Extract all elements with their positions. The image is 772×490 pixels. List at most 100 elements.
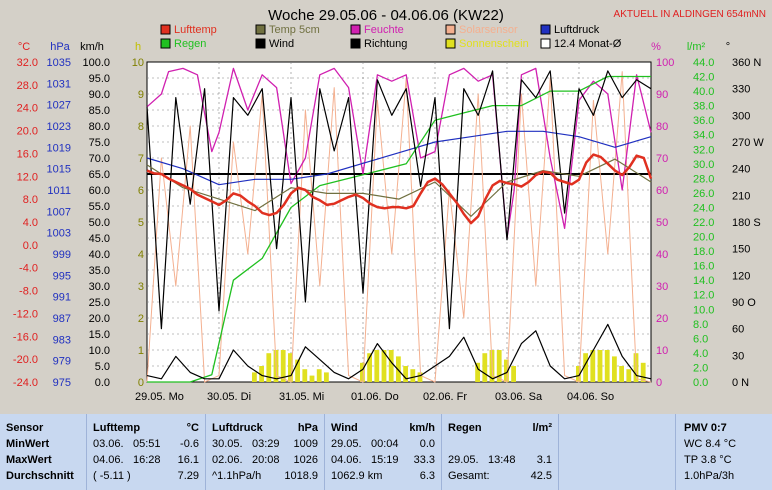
sunshine-bar [396,356,401,382]
luftdruck-avg-value: 1018.9 [284,470,318,482]
sunshine-bar [360,362,365,382]
lufttemp-unit: °C [186,422,199,434]
wind-max-time: 15:19 [371,454,399,466]
luftdruck-min-date: 30.05. [212,438,243,450]
pmv-pressure-trend: 1.0hPa/3h [684,470,735,482]
axis-tick-rain: 20.0 [693,232,714,244]
axis-tick-wind: 10.0 [89,345,110,357]
legend-label: Feuchte [364,24,404,36]
axis-tick-pressure: 1031 [47,78,71,90]
sunshine-bar [496,350,502,382]
series-line-wind [146,323,652,380]
axis-tick-humidity: 0 [656,377,662,389]
col-sensor: Sensor MinWert MaxWert Durchschnitt [0,414,87,490]
legend-label: Regen [174,38,206,50]
axis-tick-rain: 12.0 [693,290,714,302]
lufttemp-min-time: 05:51 [133,438,161,450]
lufttemp-avg-value: 7.29 [177,470,199,482]
axis-tick-temp: 12.0 [17,171,38,183]
axis-tick-humidity: 40 [656,249,668,261]
axis-tick-rain: 0.0 [693,377,708,389]
axis-tick-pressure: 999 [53,249,71,261]
axis-tick-pressure: 1011 [47,185,71,197]
axis-tick-sun: 6 [138,185,144,197]
unit-humidity: % [651,41,661,53]
axis-tick-rain: 42.0 [693,72,714,84]
sunshine-bar [597,350,603,382]
wind-max-date: 04.06. [331,454,362,466]
axis-tick-pressure: 1003 [47,228,71,240]
axis-tick-rain: 44.0 [693,57,714,69]
axis-tick-rain: 16.0 [693,261,714,273]
axis-tick-wind: 15.0 [89,329,110,341]
axis-tick-pressure: 1007 [47,206,71,218]
col-lufttemp: Lufttemp °C 03.06. 05:51 -0.6 04.06. 16:… [87,414,206,490]
axis-tick-rain: 6.0 [693,333,708,345]
unit-rain: l/m² [687,41,706,53]
sunshine-bar [374,350,380,382]
axis-tick-temp: -24.0 [13,377,38,389]
legend-swatch [540,24,551,35]
axis-tick-direction: 330 [732,84,750,96]
axis-tick-pressure: 1035 [47,57,71,69]
axis-tick-rain: 34.0 [693,130,714,142]
sunshine-bar [324,372,329,382]
axis-tick-rain: 40.0 [693,86,714,98]
x-tick-label: 03.06. Sa [495,391,543,403]
sunshine-bar [590,350,596,382]
legend-label: 12.4 Monat-Ø [554,38,622,50]
sunshine-bar [288,353,293,382]
location-banner: AKTUELL IN ALDINGEN 654mNN [614,9,766,20]
pmv-windchill: WC 8.4 °C [684,438,737,450]
axis-tick-humidity: 20 [656,313,668,325]
pmv-dewpoint: TP 3.8 °C [684,454,732,466]
axis-tick-pressure: 991 [53,292,71,304]
col-regen: Regen l/m² 29.05. 13:48 3.1 Gesamt: 42.5 [442,414,559,490]
series-line-lufttemp [146,153,653,225]
axis-tick-pressure: 979 [53,356,71,368]
sunshine-bar [640,362,646,382]
axis-tick-rain: 4.0 [693,348,708,360]
axis-tick-pressure: 983 [53,334,71,346]
axis-tick-temp: 4.0 [23,217,38,229]
axis-tick-wind: 75.0 [89,137,110,149]
axis-tick-humidity: 80 [656,121,668,133]
col-pmv: PMV 0:7 WC 8.4 °C TP 3.8 °C 1.0hPa/3h [676,414,772,490]
axis-tick-wind: 55.0 [89,201,110,213]
legend-label: Solarsensor [459,24,518,36]
axis-tick-direction: 0 N [732,377,749,389]
legend-swatch [445,24,456,35]
legend-label: Lufttemp [174,24,217,36]
sunshine-bar [381,350,387,382]
axis-tick-rain: 8.0 [693,319,708,331]
sunshine-bar [309,375,315,382]
axis-tick-humidity: 30 [656,281,668,293]
lufttemp-min-date: 03.06. [93,438,124,450]
axis-tick-wind: 80.0 [89,121,110,133]
sunshine-bar [316,369,322,382]
axis-tick-direction: 300 [732,110,750,122]
axis-tick-direction: 180 S [732,217,761,229]
sunshine-bar [388,350,394,382]
lufttemp-max-time: 16:28 [133,454,161,466]
axis-tick-direction: 150 [732,244,750,256]
lufttemp-max-date: 04.06. [93,454,124,466]
legend-swatch [445,38,456,49]
lufttemp-min-value: -0.6 [180,438,199,450]
axis-tick-pressure: 1027 [47,100,71,112]
legend-label: Richtung [364,38,407,50]
sunshine-bar [511,366,516,382]
col-wind: Wind km/h 29.05. 00:04 0.0 04.06. 15:19 … [325,414,442,490]
series-line-temp-5cm [146,158,652,217]
axis-tick-wind: 45.0 [89,233,110,245]
sunshine-bar [619,366,624,382]
x-tick-label: 01.06. Do [351,391,399,403]
sensor-table: Sensor MinWert MaxWert Durchschnitt Luft… [0,414,772,490]
unit-wind: km/h [80,41,104,53]
legend-swatch [160,38,171,49]
luftdruck-unit: hPa [297,422,318,434]
x-tick-label: 31.05. Mi [279,391,324,403]
axis-tick-rain: 32.0 [693,144,714,156]
axis-tick-wind: 65.0 [89,169,110,181]
axis-tick-rain: 24.0 [693,202,714,214]
